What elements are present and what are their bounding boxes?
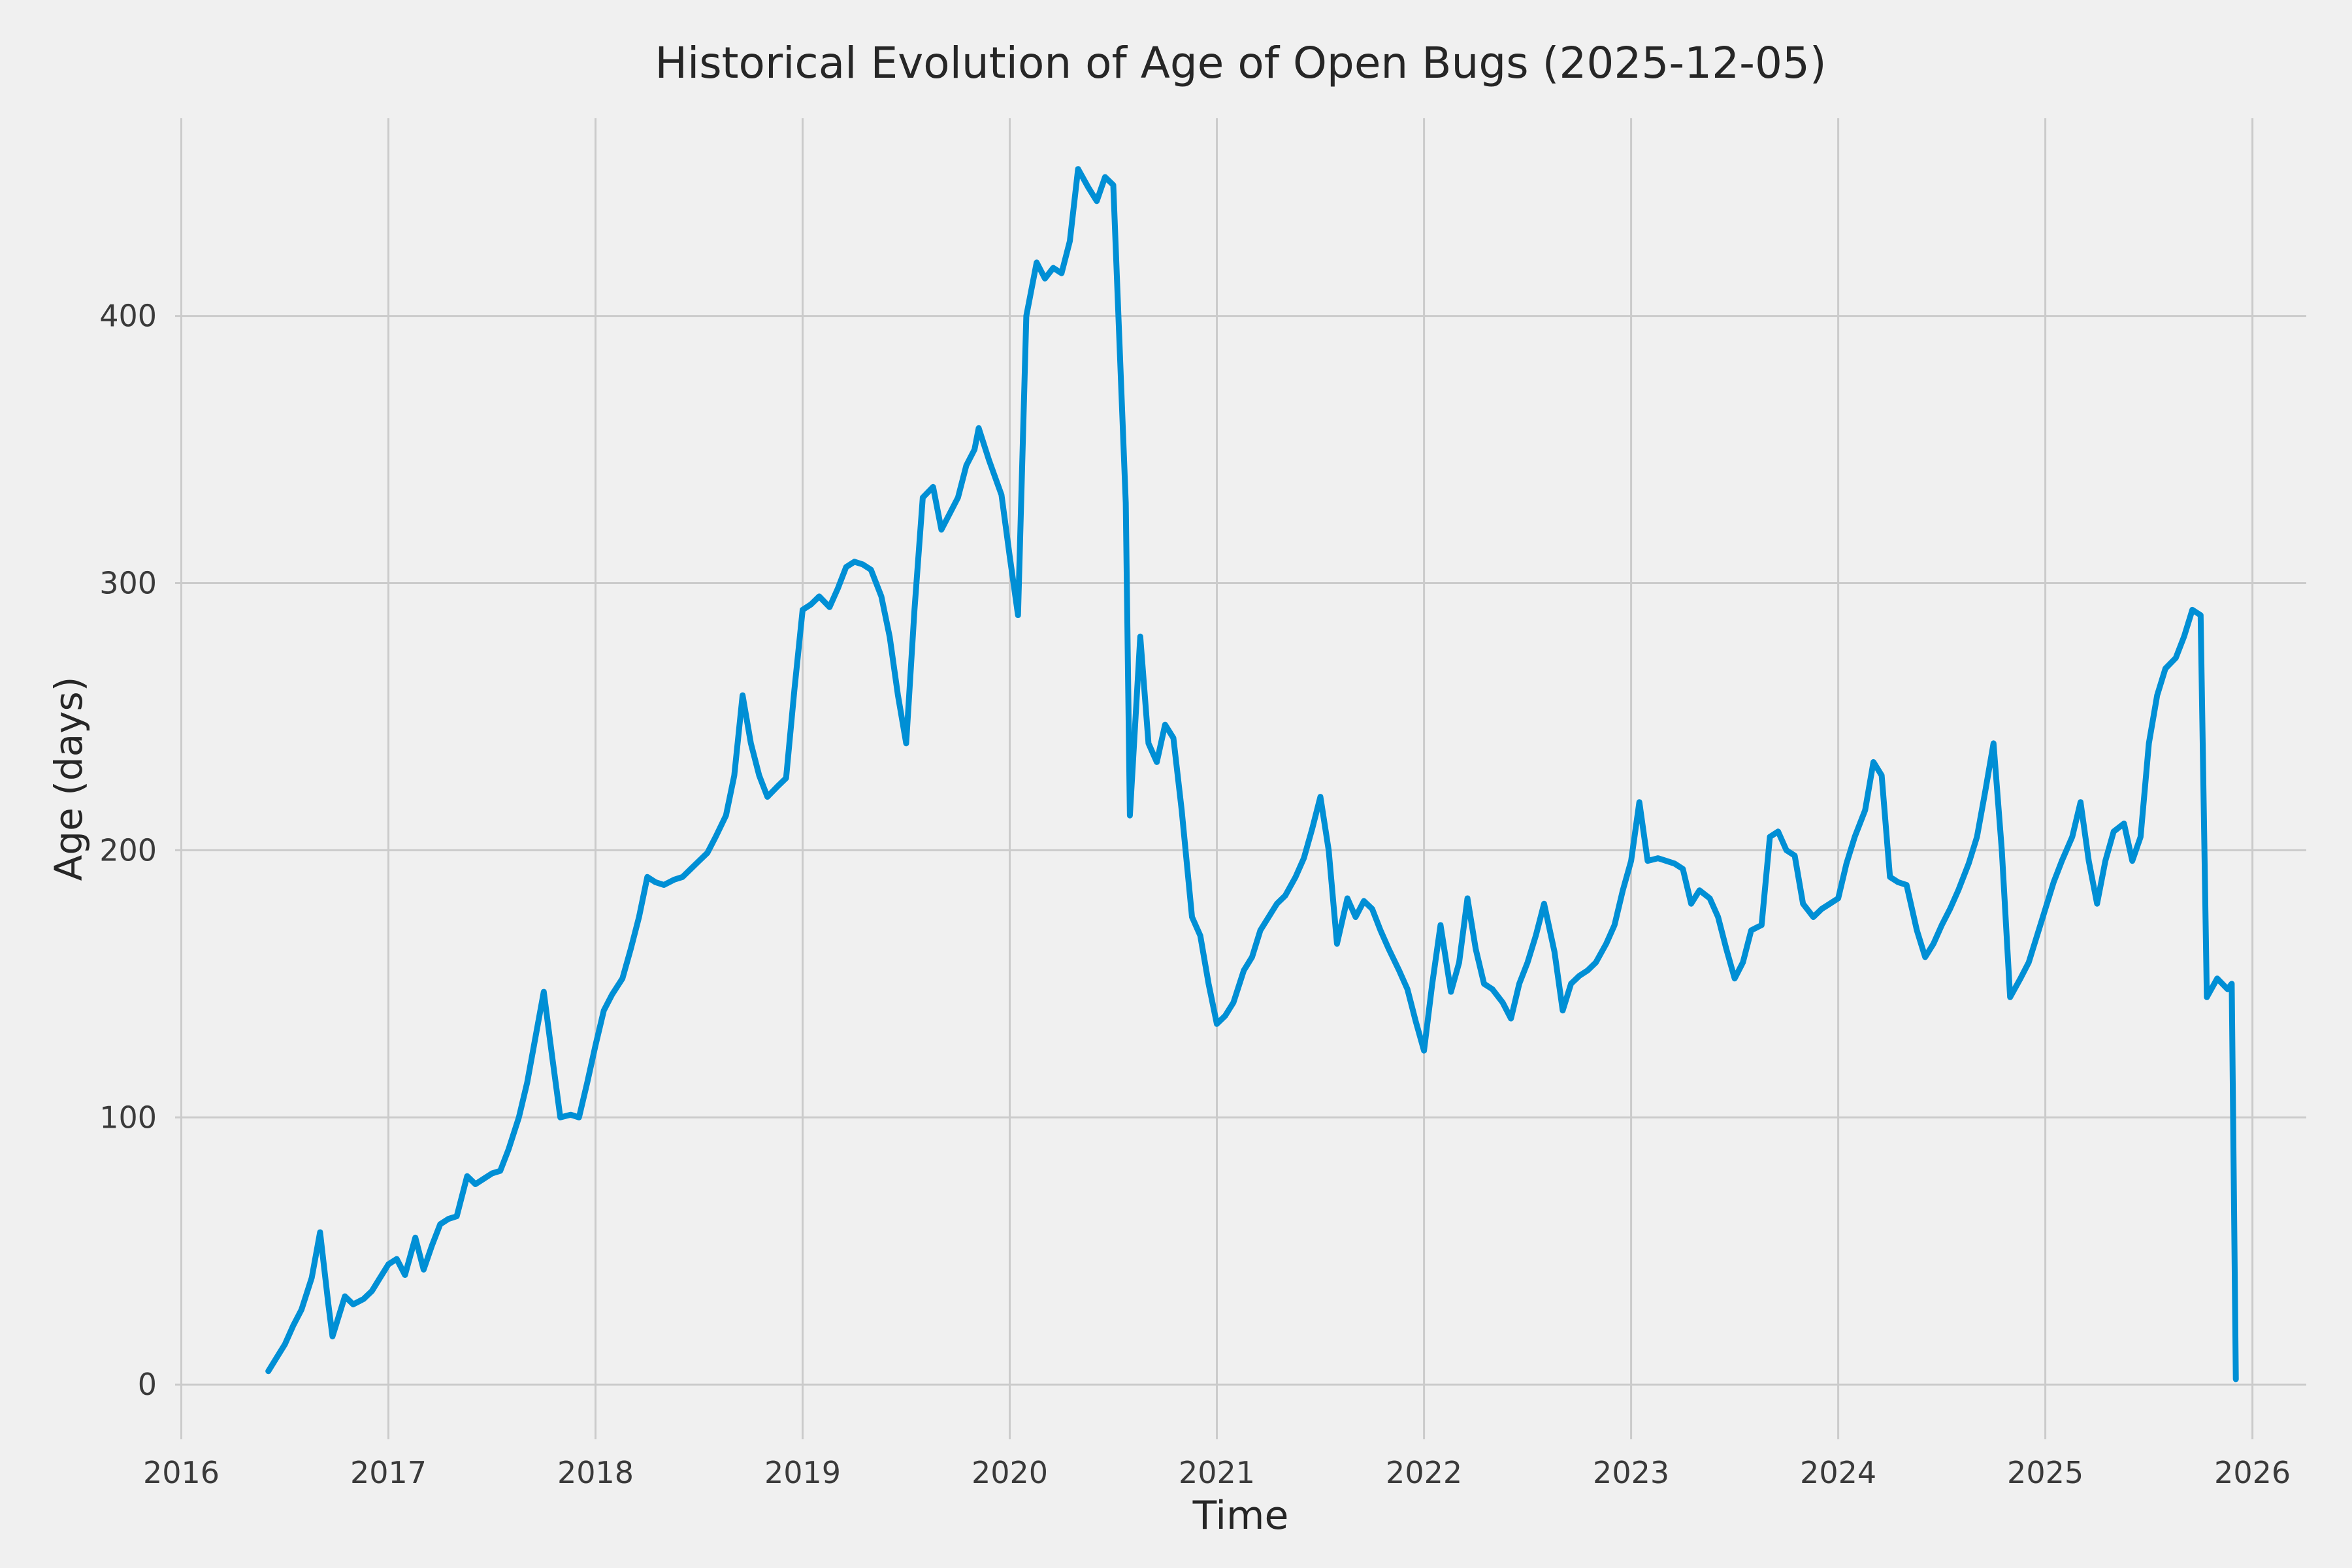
chart-title: Historical Evolution of Age of Open Bugs… (655, 38, 1827, 88)
x-tick-label: 2016 (143, 1455, 220, 1490)
x-tick-label: 2019 (764, 1455, 841, 1490)
x-tick-label: 2023 (1593, 1455, 1669, 1490)
y-tick-label: 0 (138, 1367, 157, 1402)
x-tick-label: 2020 (972, 1455, 1048, 1490)
x-tick-label: 2021 (1179, 1455, 1255, 1490)
y-axis-label: Age (days) (46, 676, 91, 881)
y-tick-label: 100 (99, 1100, 157, 1135)
x-tick-label: 2018 (557, 1455, 634, 1490)
y-tick-label: 300 (99, 566, 157, 601)
y-tick-label: 400 (99, 299, 157, 334)
x-axis-label: Time (1192, 1493, 1289, 1539)
data-line (265, 166, 2239, 1382)
y-tick-label: 200 (99, 832, 157, 868)
x-tick-label: 2022 (1386, 1455, 1462, 1490)
x-tick-label: 2025 (2007, 1455, 2083, 1490)
x-tick-label: 2017 (350, 1455, 427, 1490)
x-tick-label: 2024 (1800, 1455, 1876, 1490)
x-tick-label: 2026 (2214, 1455, 2291, 1490)
